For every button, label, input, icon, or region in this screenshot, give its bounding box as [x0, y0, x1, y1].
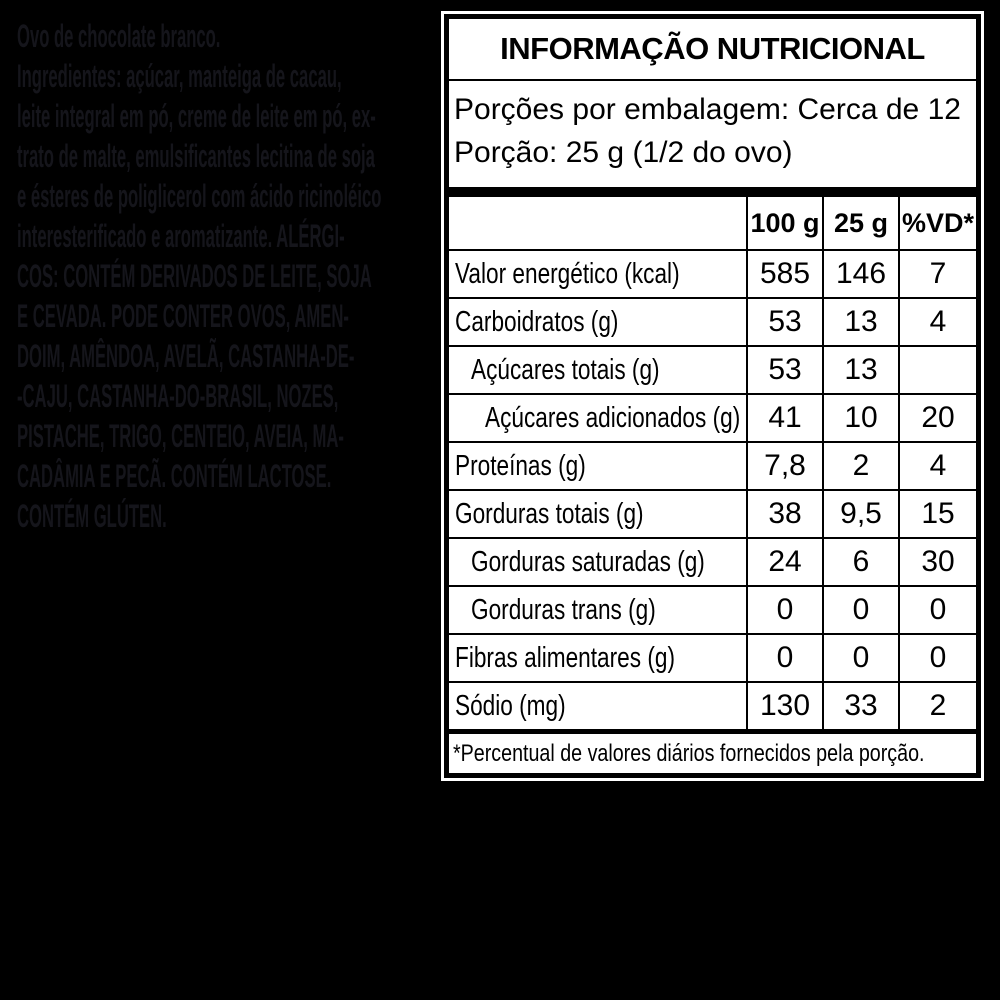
row-label: Proteínas (g): [449, 441, 746, 489]
ingredients-line: COS: CONTÉM DERIVADOS DE LEITE, SOJA: [17, 258, 372, 294]
value-100g: 585: [746, 249, 822, 297]
row-label: Fibras alimentares (g): [449, 633, 746, 681]
value-vd: 4: [898, 297, 976, 345]
divider-thick-top: [449, 187, 976, 197]
serving-info: Porções por embalagem: Cerca de 12 Porçã…: [449, 81, 976, 174]
row-label: Açúcares totais (g): [449, 345, 746, 393]
ingredients-line: DOIM, AMÊNDOA, AVELÃ, CASTANHA-DE-: [17, 338, 355, 374]
value-100g: 53: [746, 297, 822, 345]
nutrition-label: INFORMAÇÃO NUTRICIONAL Porções por embal…: [441, 11, 984, 781]
row-label: Sódio (mg): [449, 681, 746, 729]
value-vd: [898, 345, 976, 393]
ingredients-line: E CEVADA. PODE CONTER OVOS, AMEN-: [17, 298, 349, 334]
value-25g: 146: [822, 249, 898, 297]
ingredients-line: Ingredientes: açúcar, manteiga de cacau,: [17, 58, 342, 94]
row-label: Valor energético (kcal): [449, 249, 746, 297]
row-label-text: Gorduras saturadas (g): [471, 545, 705, 578]
value-25g: 33: [822, 681, 898, 729]
value-25g: 6: [822, 537, 898, 585]
value-25g: 0: [822, 585, 898, 633]
value-vd: 4: [898, 441, 976, 489]
value-100g: 38: [746, 489, 822, 537]
row-label-text: Carboidratos (g): [455, 305, 619, 338]
value-25g: 0: [822, 633, 898, 681]
nutrition-label-frame: INFORMAÇÃO NUTRICIONAL Porções por embal…: [444, 14, 981, 778]
row-label: Carboidratos (g): [449, 297, 746, 345]
value-25g: 13: [822, 297, 898, 345]
value-vd: 30: [898, 537, 976, 585]
value-25g: 10: [822, 393, 898, 441]
divider-thick-bottom: [449, 729, 976, 734]
row-label-text: Açúcares adicionados (g): [485, 401, 741, 434]
nutrition-title: INFORMAÇÃO NUTRICIONAL: [449, 19, 976, 81]
column-header-100g: 100 g: [746, 197, 822, 249]
row-label-text: Valor energético (kcal): [455, 257, 680, 290]
row-label: Açúcares adicionados (g): [449, 393, 746, 441]
value-100g: 7,8: [746, 441, 822, 489]
ingredients-line: -CAJU, CASTANHA-DO-BRASIL, NOZES,: [17, 378, 339, 414]
footnote-text: *Percentual de valores diários fornecido…: [453, 739, 925, 767]
ingredients-line: PISTACHE, TRIGO, CENTEIO, AVEIA, MA-: [17, 418, 344, 454]
portion-size: Porção: 25 g (1/2 do ovo): [454, 136, 793, 169]
value-25g: 2: [822, 441, 898, 489]
value-100g: 130: [746, 681, 822, 729]
column-header-blank: [449, 197, 746, 249]
value-vd: 0: [898, 585, 976, 633]
row-label-text: Açúcares totais (g): [471, 353, 660, 386]
value-vd: 0: [898, 633, 976, 681]
row-label: Gorduras totais (g): [449, 489, 746, 537]
footnote: *Percentual de valores diários fornecido…: [449, 734, 976, 773]
value-vd: 2: [898, 681, 976, 729]
row-label: Gorduras trans (g): [449, 585, 746, 633]
value-100g: 0: [746, 585, 822, 633]
row-label-text: Fibras alimentares (g): [455, 641, 675, 674]
column-header-25g: 25 g: [822, 197, 898, 249]
ingredients-line: trato de malte, emulsificantes lecitina …: [17, 138, 375, 174]
ingredients-line: interesterificado e aromatizante. ALÉRGI…: [17, 218, 345, 254]
ingredients-line: Ovo de chocolate branco.: [17, 18, 221, 54]
ingredients-text: Ovo de chocolate branco. Ingredientes: a…: [17, 16, 441, 536]
row-label-text: Proteínas (g): [455, 449, 586, 482]
value-100g: 0: [746, 633, 822, 681]
nutrition-table: 100 g 25 g %VD* Valor energético (kcal) …: [449, 197, 976, 729]
row-label-text: Sódio (mg): [455, 689, 566, 722]
ingredients-line: e ésteres de poliglicerol com ácido rici…: [17, 178, 382, 214]
servings-per-package: Porções por embalagem: Cerca de 12: [454, 93, 961, 126]
ingredients-line: CADÂMIA E PECÃ. CONTÉM LACTOSE.: [17, 458, 332, 494]
row-label-text: Gorduras totais (g): [455, 497, 644, 530]
row-label-text: Gorduras trans (g): [471, 593, 656, 626]
value-100g: 41: [746, 393, 822, 441]
value-100g: 53: [746, 345, 822, 393]
ingredients-line: CONTÉM GLÚTEN.: [17, 498, 167, 534]
value-vd: 20: [898, 393, 976, 441]
value-25g: 13: [822, 345, 898, 393]
value-vd: 7: [898, 249, 976, 297]
value-vd: 15: [898, 489, 976, 537]
value-25g: 9,5: [822, 489, 898, 537]
column-header-vd: %VD*: [898, 197, 976, 249]
ingredients-line: leite integral em pó, creme de leite em …: [17, 98, 376, 134]
value-100g: 24: [746, 537, 822, 585]
row-label: Gorduras saturadas (g): [449, 537, 746, 585]
